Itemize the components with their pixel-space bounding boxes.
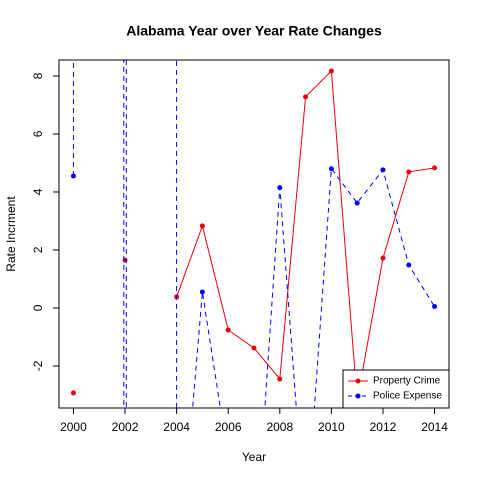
x-tick-label: 2000 xyxy=(60,420,87,434)
data-point xyxy=(380,167,386,173)
legend-marker xyxy=(355,378,361,384)
data-point xyxy=(277,185,283,191)
data-point xyxy=(277,376,283,382)
data-point xyxy=(122,257,128,263)
x-tick-label: 2012 xyxy=(370,420,397,434)
legend-label: Property Crime xyxy=(373,376,441,387)
data-point xyxy=(225,327,231,333)
data-point xyxy=(380,255,386,261)
data-point xyxy=(406,262,412,268)
data-point xyxy=(432,304,438,309)
x-tick-label: 2002 xyxy=(112,420,139,434)
data-point xyxy=(70,173,76,179)
y-axis-label: Rate Incrment xyxy=(4,196,18,272)
x-tick-label: 2010 xyxy=(318,420,345,434)
x-axis-label: Year xyxy=(242,450,266,464)
data-point xyxy=(432,165,438,171)
y-tick-label: 2 xyxy=(31,246,45,253)
x-tick-label: 2008 xyxy=(266,420,293,434)
data-point xyxy=(199,223,205,229)
data-point xyxy=(70,390,76,396)
legend-box xyxy=(342,369,450,409)
y-tick-label: 8 xyxy=(31,72,45,79)
data-point xyxy=(303,94,309,100)
data-point xyxy=(328,166,334,172)
y-tick-label: 4 xyxy=(31,188,45,195)
data-point xyxy=(328,68,334,74)
data-point xyxy=(406,169,412,175)
y-tick-label: 0 xyxy=(31,304,45,311)
legend-label: Police Expense xyxy=(373,391,442,402)
y-tick-label: 6 xyxy=(31,130,45,137)
data-point xyxy=(354,200,360,206)
plot-area xyxy=(70,60,438,408)
data-point xyxy=(251,345,257,351)
chart-title: Alabama Year over Year Rate Changes xyxy=(126,23,382,39)
y-tick-label: -2 xyxy=(31,360,45,371)
x-tick-label: 2004 xyxy=(163,420,190,434)
x-tick-label: 2006 xyxy=(215,420,242,434)
legend-marker xyxy=(355,393,361,399)
plot-frame xyxy=(58,59,450,409)
data-point xyxy=(199,289,205,295)
x-tick-label: 2014 xyxy=(421,420,448,434)
